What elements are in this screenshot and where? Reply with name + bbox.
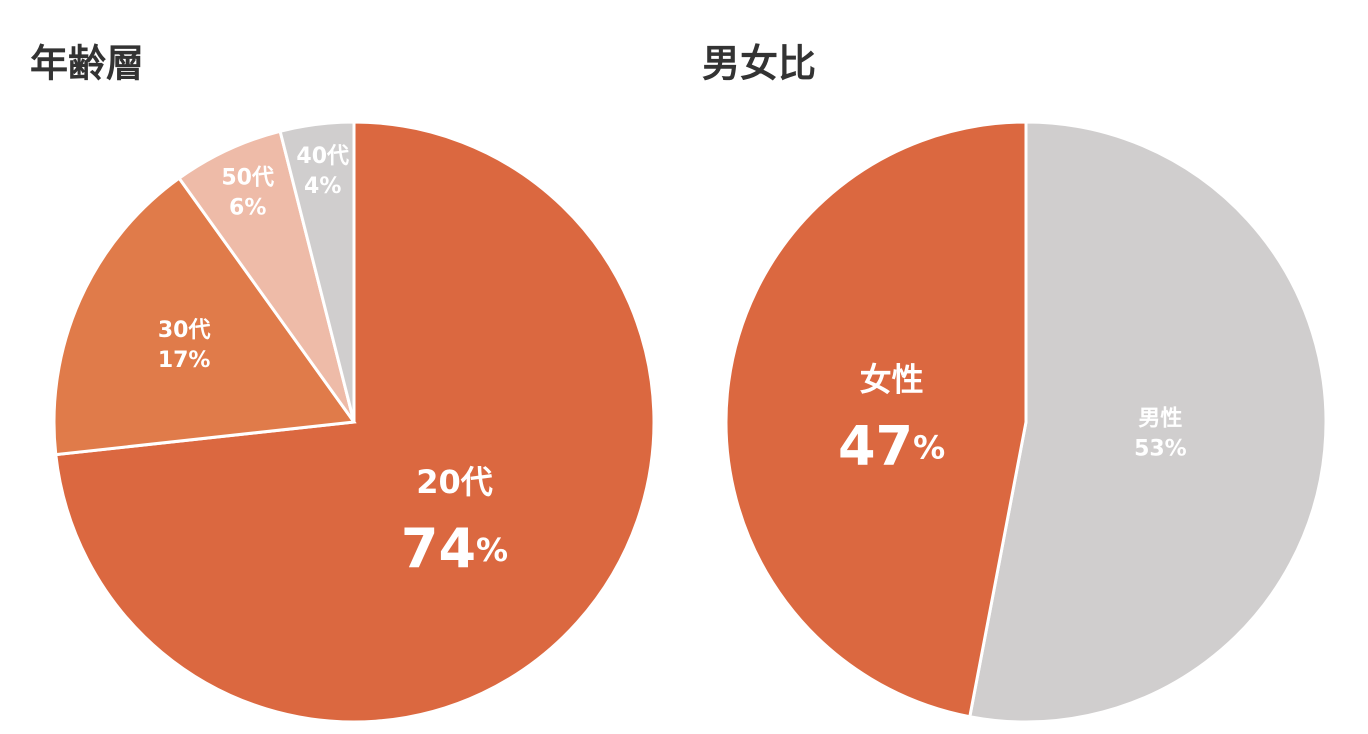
- pie-slice: [52, 176, 357, 457]
- slice-label: 男性: [1138, 407, 1182, 432]
- chart-title: 男女比: [702, 42, 816, 86]
- slice-value-label: 53%: [1134, 437, 1187, 462]
- pie-slice: [278, 120, 356, 423]
- pie-slice: [968, 120, 1328, 724]
- slice-value-label: 17%: [158, 348, 211, 373]
- slice-value-label: 74%: [401, 517, 508, 580]
- slice-label: 女性: [860, 360, 924, 398]
- slice-label: 20代: [416, 463, 493, 501]
- pie-slice: [724, 120, 1028, 719]
- slice-value-label: 6%: [229, 196, 266, 221]
- slice-value-label: 4%: [304, 174, 341, 199]
- chart-title: 年齢層: [30, 42, 144, 86]
- slice-label: 50代: [221, 166, 274, 191]
- slice-label: 40代: [296, 144, 349, 169]
- slice-value-label: 47%: [838, 414, 945, 477]
- slice-label: 30代: [158, 318, 211, 343]
